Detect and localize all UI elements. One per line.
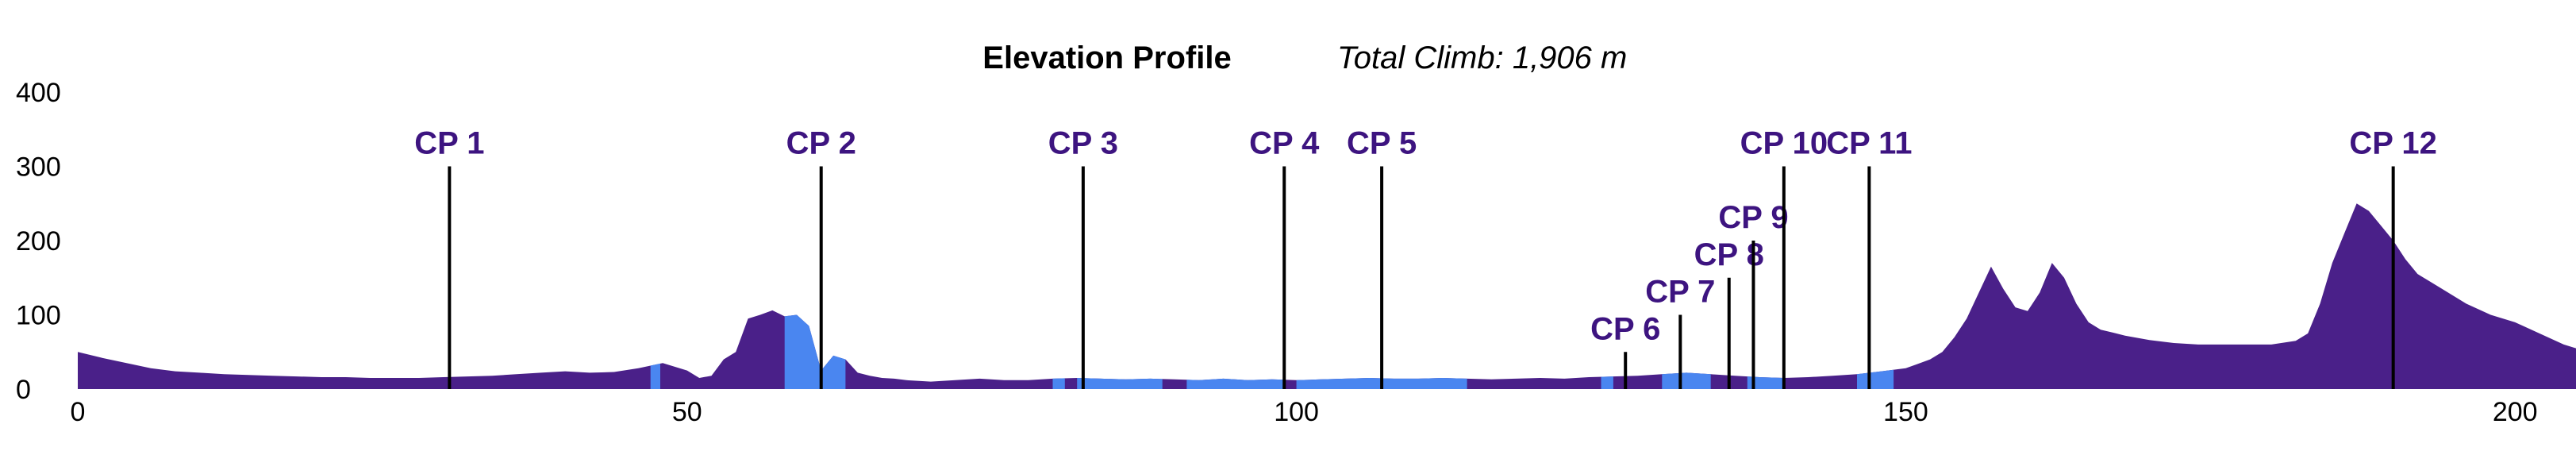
x-tick-label: 0 [71, 397, 86, 427]
x-tick-label: 150 [1883, 397, 1928, 427]
checkpoint-label: CP 2 [786, 126, 856, 161]
x-tick-label: 100 [1274, 397, 1319, 427]
checkpoint-marker: CP 11 [1826, 126, 1912, 389]
highlight-segment [784, 314, 846, 389]
checkpoint-label: CP 4 [1249, 126, 1320, 161]
y-tick-label: 200 [16, 226, 61, 256]
x-tick-label: 200 [2493, 397, 2538, 427]
x-tick-label: 50 [672, 397, 702, 427]
highlight-segment [1186, 378, 1285, 389]
highlight-segment [1052, 378, 1065, 389]
y-tick-label: 100 [16, 301, 61, 331]
highlight-segments [650, 314, 1894, 389]
checkpoint-label: CP 3 [1048, 126, 1118, 161]
plot-area [78, 203, 2576, 389]
chart-title: Elevation Profile [982, 40, 1231, 75]
highlight-segment [1857, 369, 1894, 389]
checkpoint-marker: CP 3 [1048, 126, 1118, 389]
highlight-segment [1662, 372, 1711, 389]
chart-subtitle: Total Climb: 1,906 m [1337, 40, 1627, 75]
checkpoint-marker: CP 7 [1645, 275, 1715, 389]
checkpoint-label: CP 12 [2349, 126, 2436, 161]
checkpoint-marker: CP 1 [414, 126, 484, 389]
checkpoint-markers: CP 1 CP 2 CP 3 CP 4 CP 5CP 6CP 7CP 8CP 9CP 1… [414, 126, 2437, 389]
y-tick-label: 0 [16, 375, 31, 405]
highlight-segment [1747, 376, 1784, 389]
checkpoint-label: CP 7 [1645, 275, 1715, 310]
checkpoint-label: CP 5 [1347, 126, 1417, 161]
checkpoint-label: CP 1 [414, 126, 484, 161]
checkpoint-marker: CP 5 [1347, 126, 1417, 389]
checkpoint-marker: CP 6 [1590, 311, 1660, 389]
checkpoint-label: CP 11 [1826, 126, 1912, 161]
checkpoint-marker: CP 12 [2349, 126, 2437, 389]
checkpoint-label: CP 6 [1590, 311, 1660, 346]
checkpoint-marker: CP 2 [786, 126, 856, 389]
checkpoint-label: CP 10 [1740, 126, 1828, 161]
elevation-area [78, 203, 2576, 389]
checkpoint-label: CP 9 [1718, 200, 1788, 235]
checkpoint-marker: CP 9 [1718, 200, 1789, 389]
x-axis-ticks: 0 50 100 150 200 [71, 397, 2538, 427]
y-axis-ticks: 0 100 200 300 400 [16, 78, 61, 405]
y-tick-label: 400 [16, 78, 61, 108]
highlight-segment [1601, 376, 1613, 389]
checkpoint-marker: CP 4 [1249, 126, 1320, 389]
highlight-segment [1077, 378, 1163, 389]
highlight-segment [650, 363, 660, 389]
y-tick-label: 300 [16, 152, 61, 183]
checkpoint-marker: CP 10 [1740, 126, 1828, 389]
